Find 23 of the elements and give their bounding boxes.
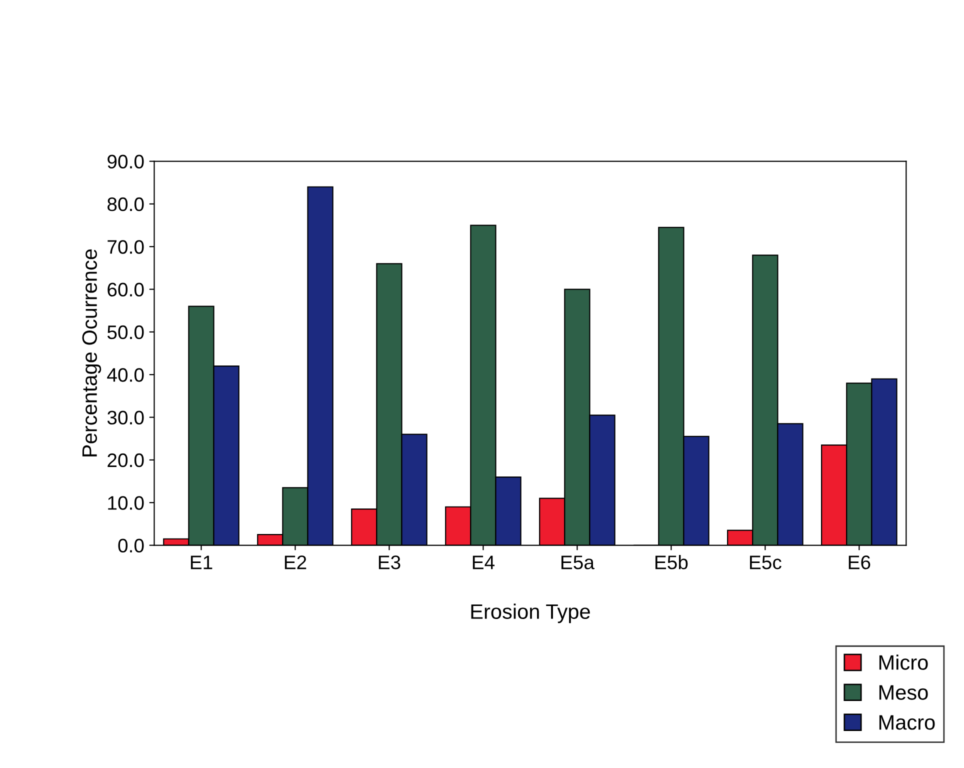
y-tick-label: 20.0 [108,453,144,468]
legend-label: Micro [879,654,928,670]
x-tick-label: E5c [750,556,782,570]
y-axis-title: Percentage Ocurrence [82,249,102,456]
y-tick-label: 80.0 [108,197,144,212]
x-axis-title: Erosion Type [471,604,590,624]
y-tick-label: 50.0 [107,325,144,340]
x-tick-label: E4 [472,556,495,570]
x-tick-label: E1 [190,556,212,570]
x-tick-label: E6 [848,556,870,570]
legend-label: Macro [879,715,935,730]
y-tick-label: 10.0 [108,496,144,510]
legend-label: Meso [879,685,928,700]
x-tick-label: E2 [284,556,306,570]
x-tick-label: E3 [378,556,400,570]
y-tick-label: 70.0 [108,240,144,254]
y-tick-label: 90.0 [108,154,144,169]
x-tick-label: E5a [561,556,594,570]
y-tick-label: 30.0 [107,410,144,425]
y-tick-label: 0.0 [118,538,144,553]
x-tick-label: E5b [655,555,688,570]
y-tick-label: 60.0 [108,282,144,297]
y-tick-label: 40.0 [107,368,144,382]
